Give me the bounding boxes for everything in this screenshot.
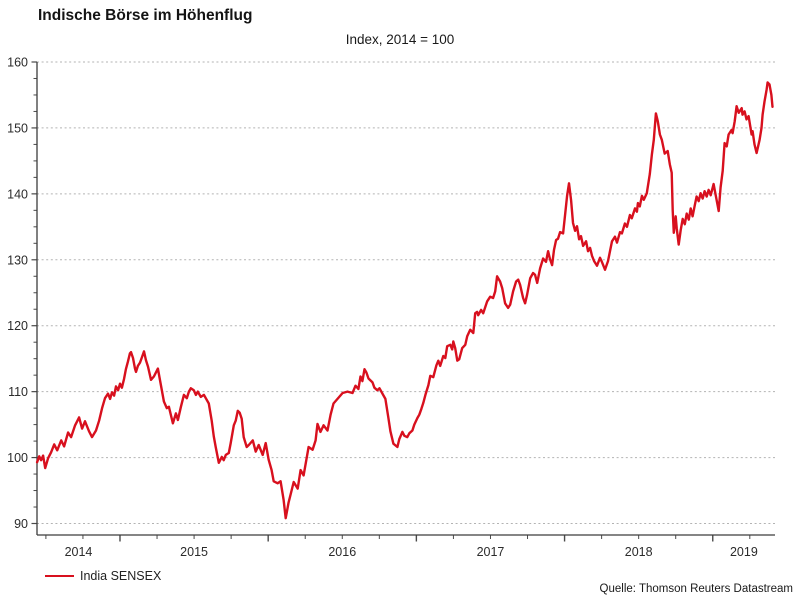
legend-label: India SENSEX [80, 569, 162, 583]
chart-subtitle: Index, 2014 = 100 [345, 32, 455, 47]
x-axis-label: 2017 [477, 545, 505, 559]
legend: India SENSEX [45, 569, 161, 583]
x-axis-label: 2019 [730, 545, 758, 559]
x-axis-label: 2015 [180, 545, 208, 559]
y-axis-label: 140 [7, 187, 28, 201]
y-axis-label: 130 [7, 253, 28, 267]
y-axis-label: 120 [7, 319, 28, 333]
x-axis-label: 2016 [328, 545, 356, 559]
y-axis-label: 110 [8, 385, 28, 399]
x-axis-label: 2014 [65, 545, 93, 559]
y-axis-label: 160 [7, 56, 28, 70]
y-axis-label: 150 [7, 121, 28, 135]
y-axis-label: 100 [7, 451, 28, 465]
sensex-line-series [35, 81, 774, 520]
source-credit: Quelle: Thomson Reuters Datastream [599, 583, 793, 595]
chart-title: Indische Börse im Höhenflug [38, 7, 253, 24]
x-axis-label: 2018 [625, 545, 653, 559]
legend-line-swatch [45, 575, 74, 577]
y-axis-label: 90 [14, 517, 28, 531]
